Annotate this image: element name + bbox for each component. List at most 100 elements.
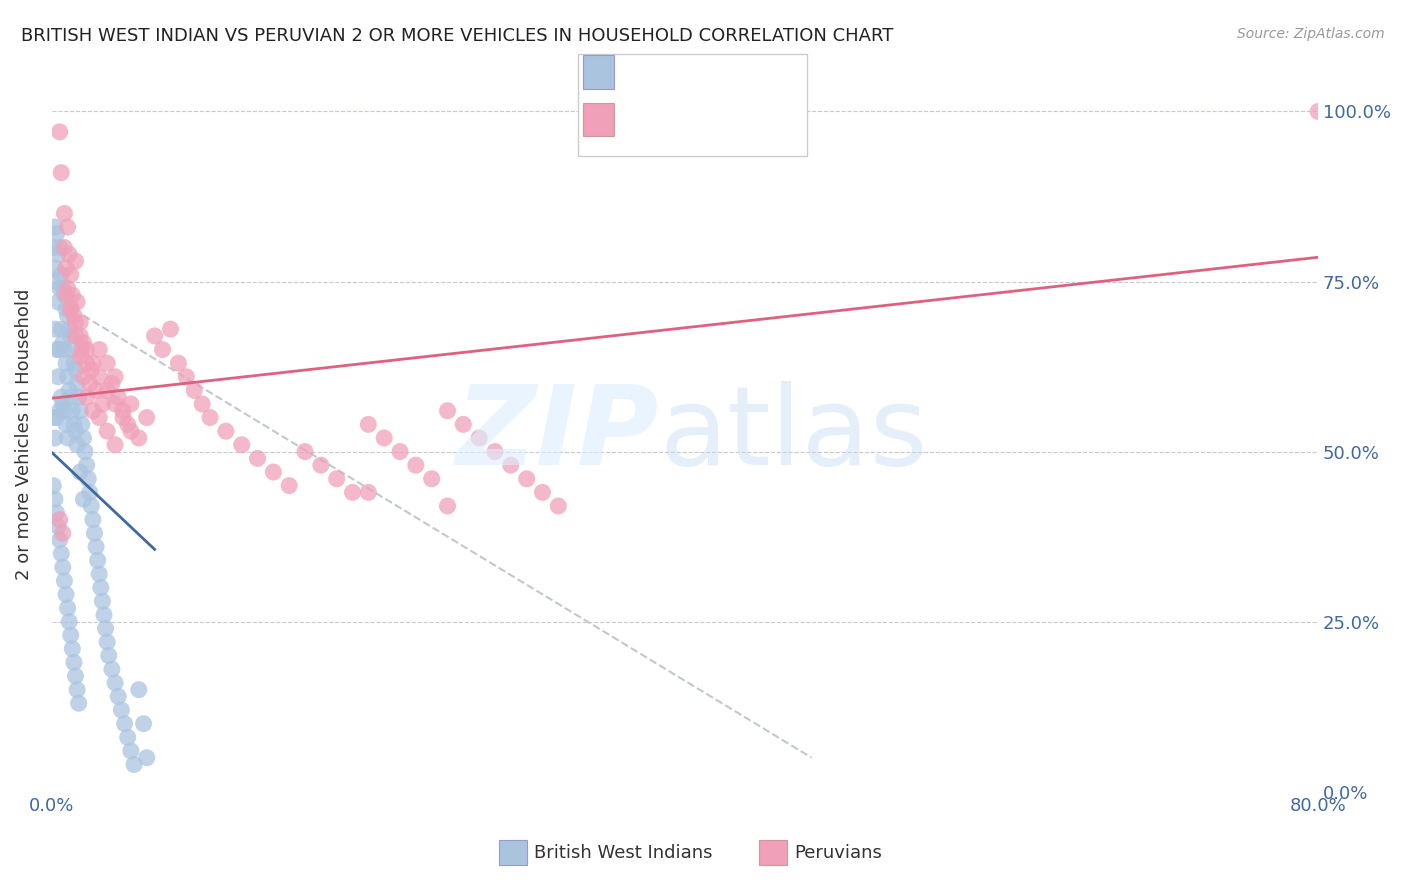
Point: [215, 424, 238, 438]
Point: [59, 268, 82, 282]
Point: [342, 485, 364, 500]
Point: [96, 635, 118, 649]
Point: [89, 567, 111, 582]
Point: [97, 648, 120, 663]
Point: [48, 343, 70, 357]
Point: [82, 403, 104, 417]
Point: [53, 240, 76, 254]
Text: British West Indians: British West Indians: [534, 844, 713, 862]
Point: [52, 397, 75, 411]
Text: -0.149: -0.149: [657, 62, 714, 79]
Point: [48, 125, 70, 139]
Point: [70, 343, 93, 357]
Point: [83, 526, 105, 541]
Point: [499, 458, 522, 473]
Point: [135, 410, 157, 425]
Point: [59, 329, 82, 343]
Point: [132, 716, 155, 731]
Point: [405, 458, 427, 473]
Point: [55, 356, 77, 370]
Point: [468, 431, 491, 445]
Point: [167, 356, 190, 370]
Point: [110, 703, 132, 717]
Point: [56, 601, 79, 615]
Point: [58, 247, 80, 261]
Point: [69, 403, 91, 417]
Point: [96, 424, 118, 438]
Point: [128, 682, 150, 697]
Point: [63, 309, 86, 323]
Text: 0.248: 0.248: [657, 110, 714, 128]
Point: [66, 438, 89, 452]
Point: [69, 315, 91, 329]
Point: [44, 492, 66, 507]
Point: [143, 329, 166, 343]
Point: [176, 369, 198, 384]
Point: [53, 206, 76, 220]
Point: [373, 431, 395, 445]
Point: [96, 384, 118, 398]
Point: [420, 472, 443, 486]
Point: [135, 750, 157, 764]
Point: [69, 465, 91, 479]
Point: [357, 417, 380, 432]
Text: N =: N =: [713, 110, 752, 128]
Text: BRITISH WEST INDIAN VS PERUVIAN 2 OR MORE VEHICLES IN HOUSEHOLD CORRELATION CHAR: BRITISH WEST INDIAN VS PERUVIAN 2 OR MOR…: [21, 27, 893, 45]
Point: [46, 247, 69, 261]
Point: [117, 731, 139, 745]
Point: [44, 431, 66, 445]
Point: [53, 288, 76, 302]
Point: [91, 397, 114, 411]
Text: N =: N =: [713, 62, 752, 79]
Point: [45, 410, 67, 425]
Point: [72, 492, 94, 507]
Point: [42, 478, 65, 492]
Point: [63, 356, 86, 370]
Point: [52, 335, 75, 350]
Point: [51, 268, 73, 282]
Point: [59, 301, 82, 316]
Point: [48, 533, 70, 547]
Point: [120, 744, 142, 758]
Point: [76, 356, 98, 370]
Point: [111, 403, 134, 417]
Point: [80, 363, 103, 377]
Point: [53, 574, 76, 588]
Point: [436, 403, 458, 417]
Point: [59, 301, 82, 316]
Point: [325, 472, 347, 486]
Point: [48, 240, 70, 254]
Point: [52, 560, 75, 574]
Point: [107, 690, 129, 704]
Point: [55, 288, 77, 302]
Point: [72, 431, 94, 445]
Point: [104, 438, 127, 452]
Point: [65, 254, 87, 268]
Point: [66, 376, 89, 391]
Point: [70, 417, 93, 432]
Point: [73, 444, 96, 458]
Text: Source: ZipAtlas.com: Source: ZipAtlas.com: [1237, 27, 1385, 41]
Point: [231, 438, 253, 452]
Point: [69, 329, 91, 343]
Point: [65, 315, 87, 329]
Point: [278, 478, 301, 492]
Point: [246, 451, 269, 466]
Point: [53, 343, 76, 357]
Point: [114, 716, 136, 731]
Point: [58, 384, 80, 398]
Point: [84, 384, 107, 398]
Text: R =: R =: [623, 62, 662, 79]
Point: [111, 410, 134, 425]
Point: [107, 390, 129, 404]
Point: [45, 343, 67, 357]
Point: [60, 403, 83, 417]
Point: [80, 499, 103, 513]
Point: [63, 417, 86, 432]
Point: [531, 485, 554, 500]
Point: [104, 676, 127, 690]
Point: [66, 294, 89, 309]
Point: [60, 641, 83, 656]
Text: R =: R =: [623, 110, 662, 128]
Point: [67, 696, 90, 710]
